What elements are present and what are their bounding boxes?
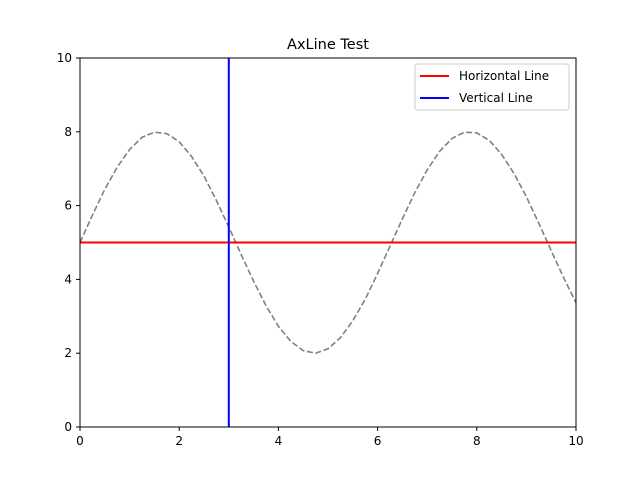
x-tick-label: 2 [175,434,183,448]
axes-frame [79,57,577,428]
y-tick-label: 0 [64,420,72,434]
legend: Horizontal Line Vertical Line [414,63,570,111]
legend-box [414,63,570,111]
x-tick-label: 8 [473,434,481,448]
y-tick-label: 4 [64,272,72,286]
legend-label: Horizontal Line [459,69,549,83]
x-tick-label: 6 [374,434,382,448]
x-tick-label: 10 [568,434,583,448]
legend-label: Vertical Line [459,91,533,105]
x-tick-label: 0 [76,434,84,448]
y-tick-label: 6 [64,199,72,213]
y-tick-label: 2 [64,346,72,360]
axes: 0 2 4 6 8 10 0 2 4 6 8 10 [57,51,584,448]
x-tick-label: 4 [275,434,283,448]
sine-curve-line [80,131,576,355]
chart-title: AxLine Test [287,37,369,53]
y-tick-label: 10 [57,51,72,65]
y-tick-label: 8 [64,125,72,139]
plot-area [80,58,576,427]
